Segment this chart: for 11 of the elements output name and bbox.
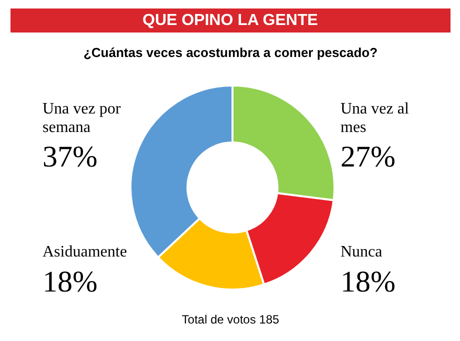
text: Total de votos 185	[182, 312, 280, 326]
chart-title: QUE OPINO LA GENTE	[142, 12, 318, 29]
data-label: 37%	[42, 140, 98, 174]
data-label: 27%	[340, 140, 396, 174]
slice-label: Nunca	[340, 244, 382, 260]
data-label: 18%	[42, 266, 98, 298]
chart-subtitle: ¿Cuántas veces acostumbra a comer pescado?	[83, 45, 378, 60]
data-label: 18%	[340, 266, 396, 298]
slice-label: Una vez al mes	[340, 100, 410, 136]
slice-label: Asiduamente	[42, 244, 127, 260]
slice-label: Una vez por semana	[42, 100, 122, 136]
